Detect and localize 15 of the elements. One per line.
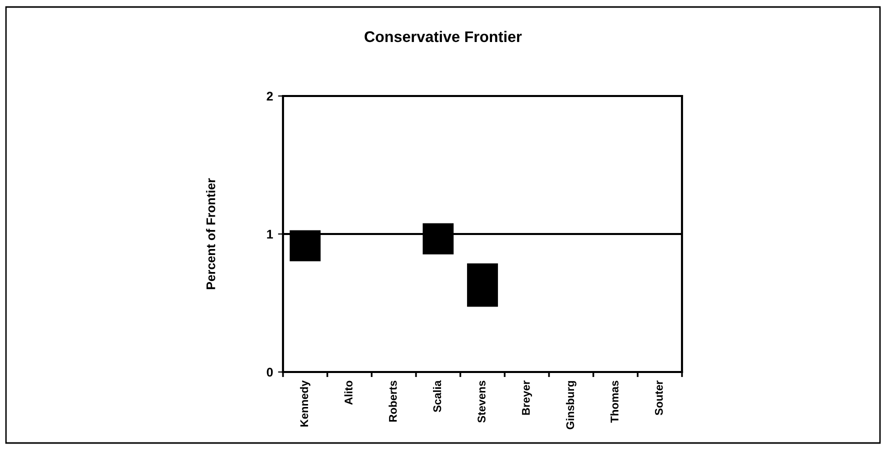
x-tick-label: Alito (344, 380, 352, 405)
y-tick-label: 1 (267, 230, 273, 239)
x-tick-label: Souter (654, 380, 663, 416)
bar (467, 263, 498, 307)
y-tick-label: 2 (266, 92, 273, 101)
x-tick-label: Scalia (432, 380, 442, 412)
x-tick-label: Stevens (478, 380, 486, 423)
x-tick-label: Breyer (522, 380, 532, 415)
x-tick-label: Thomas (610, 380, 618, 423)
x-tick-label: Roberts (388, 380, 397, 422)
chart-title: Conservative Frontier (364, 30, 522, 42)
y-axis-title: Percent of Frontier (206, 178, 216, 290)
x-tick-label: Kennedy (300, 380, 310, 427)
x-tick-label: Ginsburg (566, 381, 576, 430)
y-tick-label: 0 (266, 368, 273, 377)
